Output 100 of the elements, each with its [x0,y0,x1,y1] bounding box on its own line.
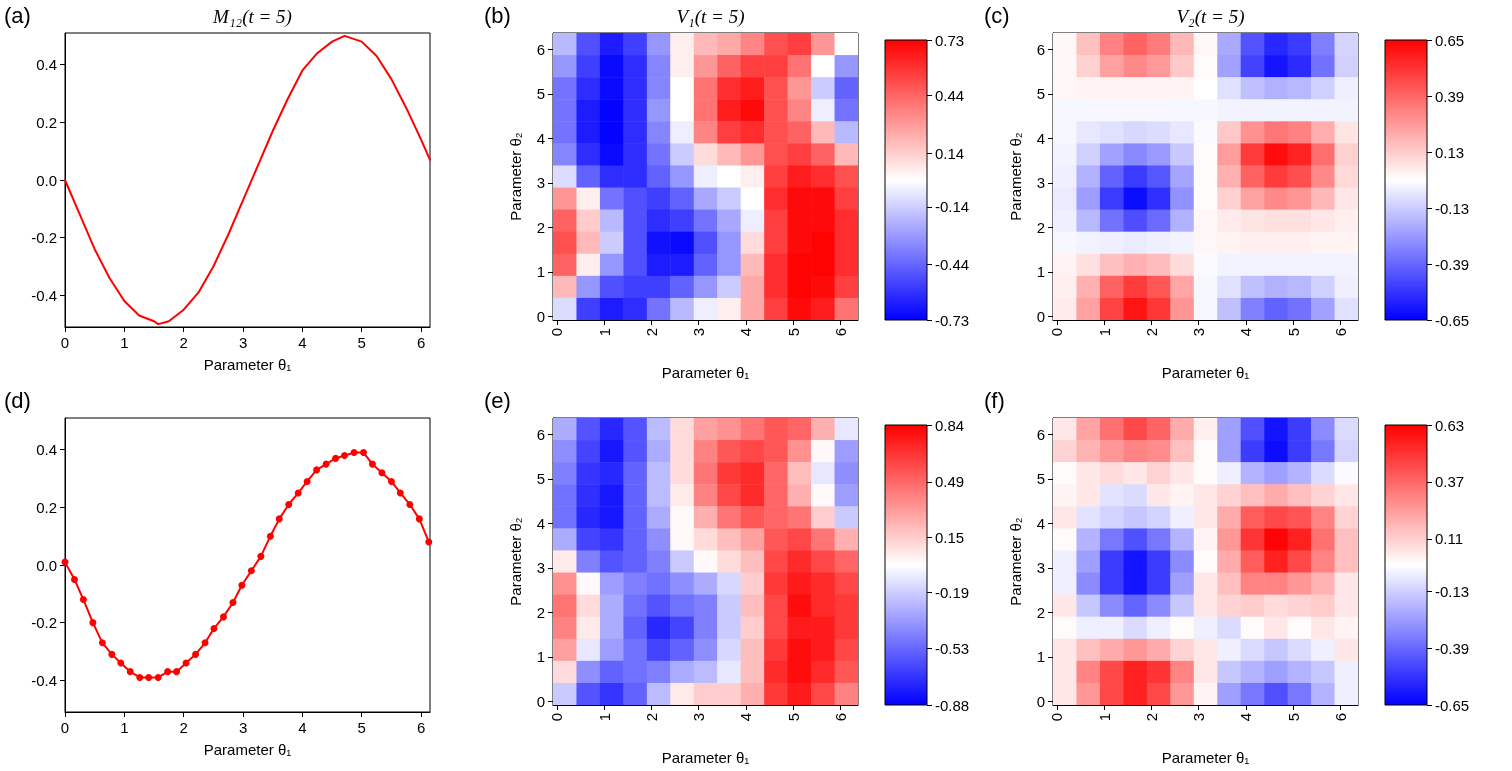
color-bar-label: 0.44 [935,87,965,105]
color-bar-label: -0.88 [935,696,970,714]
point [275,515,283,523]
point [192,650,200,658]
x-tick-label: 6 [1332,713,1349,722]
x-tick-label: 3 [690,713,708,722]
y-tick-label: -0.4 [31,286,57,304]
y-tick-label: 0.4 [36,56,57,74]
y-axis-title: Parameter θ₂ [507,132,524,221]
x-tick-label: 1 [595,328,613,337]
y-tick-label: 0.4 [36,441,57,459]
x-tick-label: 0 [1048,328,1066,337]
x-tick-label: 0 [60,334,70,351]
y-tick-label: -0.4 [31,671,57,689]
x-tick-label: 3 [690,328,708,337]
y-tick-label: 6 [536,425,545,443]
point [210,624,218,632]
x-axis-title: Parameter θ₁ [1161,749,1250,766]
y-tick-label: 4 [536,129,545,147]
point [415,515,423,523]
chart-title: V₂(t = 5) [1176,6,1245,28]
x-tick-label: 1 [120,334,129,351]
y-tick-label: 4 [1036,129,1045,147]
color-bar-label: 0.84 [935,416,965,434]
point [360,449,368,457]
x-axis-title: Parameter θ₁ [1161,364,1250,381]
y-tick-label: 3 [536,559,545,577]
y-tick-label: 0.2 [36,113,57,131]
y-tick-label: 3 [1036,174,1045,192]
y-tick-label: 1 [536,648,545,666]
y-tick-label: 1 [1036,263,1045,281]
x-tick-label: 2 [179,334,188,351]
y-tick-label: 2 [1036,603,1045,621]
color-bar-label: -0.19 [935,584,970,602]
x-tick-label: 1 [120,719,129,736]
color-bar-label: 0.37 [1435,473,1465,491]
text: (f) [984,387,1005,413]
y-tick-label: 0.0 [36,556,57,574]
x-tick-label: 6 [832,713,849,722]
point [247,567,255,575]
point [378,469,386,477]
color-bar-label: 0.11 [1435,530,1464,548]
point [406,500,414,508]
point [117,659,125,667]
point [71,575,78,583]
y-tick-label: 6 [536,40,545,58]
y-axis-title: Parameter θ₂ [1007,132,1024,221]
x-tick-label: 0 [60,719,70,736]
color-bar-label: -0.14 [935,198,970,216]
point [285,500,293,508]
text: (a) [4,2,31,28]
x-tick-label: 5 [357,719,366,736]
chart-title: V₁(t = 5) [676,6,745,28]
y-tick-label: 6 [1036,40,1045,58]
x-tick-label: 0 [548,328,566,337]
color-bar-label: -0.73 [935,311,970,329]
x-axis-title: Parameter θ₁ [661,749,750,766]
x-tick-label: 4 [1237,328,1255,337]
x-tick-label: 6 [1332,328,1349,337]
x-tick-label: 5 [357,334,366,351]
text: (d) [4,387,31,413]
y-tick-label: -0.2 [31,614,57,632]
point [229,598,237,606]
x-axis-title: Parameter θ₁ [203,356,292,373]
x-axis-title: Parameter θ₁ [203,741,292,758]
y-tick-label: 4 [1036,514,1045,532]
color-bar-label: -0.53 [935,639,970,657]
color-bar-label: -0.65 [1435,696,1470,714]
y-tick-label: 6 [1036,425,1045,443]
color-bar-label: 0.49 [935,473,965,491]
x-tick-label: 4 [737,328,755,337]
point [368,460,376,468]
point [238,581,246,589]
point [89,619,97,627]
x-tick-label: 3 [238,334,248,351]
y-tick-label: 4 [536,514,545,532]
x-tick-label: 3 [238,719,248,736]
color-bar-label: 0.15 [935,528,965,546]
y-tick-label: 0.0 [36,171,57,189]
x-tick-label: 3 [1190,713,1208,722]
point [173,668,181,676]
x-tick-label: 6 [832,328,849,337]
y-tick-label: 1 [536,263,545,281]
point [303,477,311,485]
point [332,454,340,462]
point [145,673,153,681]
x-tick-label: 1 [595,713,613,722]
text: (e) [484,387,511,413]
point [154,673,162,681]
x-tick-label: 2 [1142,328,1160,337]
y-tick-label: 0.2 [36,498,57,516]
y-tick-label: 3 [1036,559,1045,577]
y-tick-label: 2 [536,218,545,236]
x-tick-label: 0 [1048,713,1066,722]
x-tick-label: 2 [642,713,660,722]
point [341,451,349,459]
point [108,650,116,658]
color-bar-label: 0.14 [935,144,965,162]
point [257,552,265,560]
x-tick-label: 5 [1284,713,1302,722]
